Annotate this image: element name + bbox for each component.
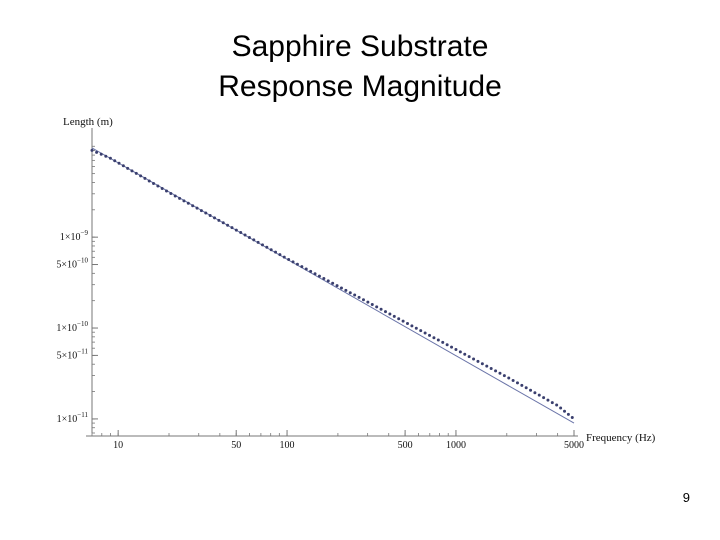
x-tick-label: 1000 bbox=[446, 440, 466, 451]
slide-number: 9 bbox=[682, 490, 690, 505]
x-tick-label: 500 bbox=[398, 440, 413, 451]
y-tick-label: 1×10−9 bbox=[60, 229, 89, 243]
slide-title-line-2: Response Magnitude bbox=[218, 70, 502, 103]
chart-axes: 10 50 100 500 1000 5000 1×10−9 5×10−10 1×10−10 5×… bbox=[56, 128, 584, 451]
x-tick-label: 10 bbox=[113, 440, 123, 451]
y-tick-label: 5×10−11 bbox=[57, 347, 89, 361]
y-tick-label: 1×10−11 bbox=[57, 411, 89, 425]
solid-series-line bbox=[91, 147, 575, 424]
x-axis-label: Frequency (Hz) bbox=[586, 432, 656, 444]
slide-title-line-1: Sapphire Substrate bbox=[231, 30, 489, 63]
y-tick-label: 1×10−10 bbox=[56, 320, 88, 334]
chart-series bbox=[90, 147, 576, 424]
dotted-series-line bbox=[90, 148, 576, 421]
y-tick-label: 5×10−10 bbox=[56, 257, 88, 271]
x-tick-label: 100 bbox=[280, 440, 295, 451]
x-tick-label: 50 bbox=[231, 440, 241, 451]
x-tick-label: 5000 bbox=[564, 440, 584, 451]
y-axis-label: Length (m) bbox=[63, 116, 113, 128]
